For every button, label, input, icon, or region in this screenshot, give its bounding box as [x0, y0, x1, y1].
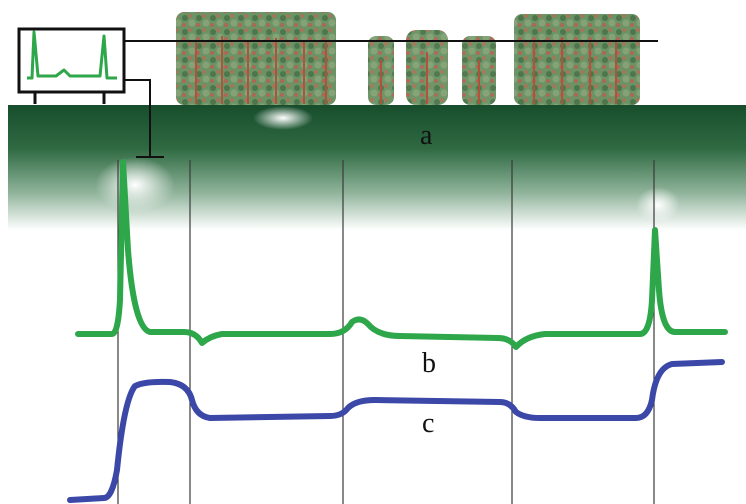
trace-c	[67, 359, 725, 503]
label-c: c	[422, 408, 434, 439]
trace-b	[75, 159, 728, 350]
ground-glow-left	[95, 157, 175, 213]
ground-glow-center	[253, 106, 313, 130]
ground-glow-right	[636, 187, 680, 223]
label-a: a	[420, 120, 433, 151]
label-b: b	[422, 348, 436, 379]
tree-stand-icon	[176, 12, 640, 105]
monitor-icon	[17, 27, 164, 158]
